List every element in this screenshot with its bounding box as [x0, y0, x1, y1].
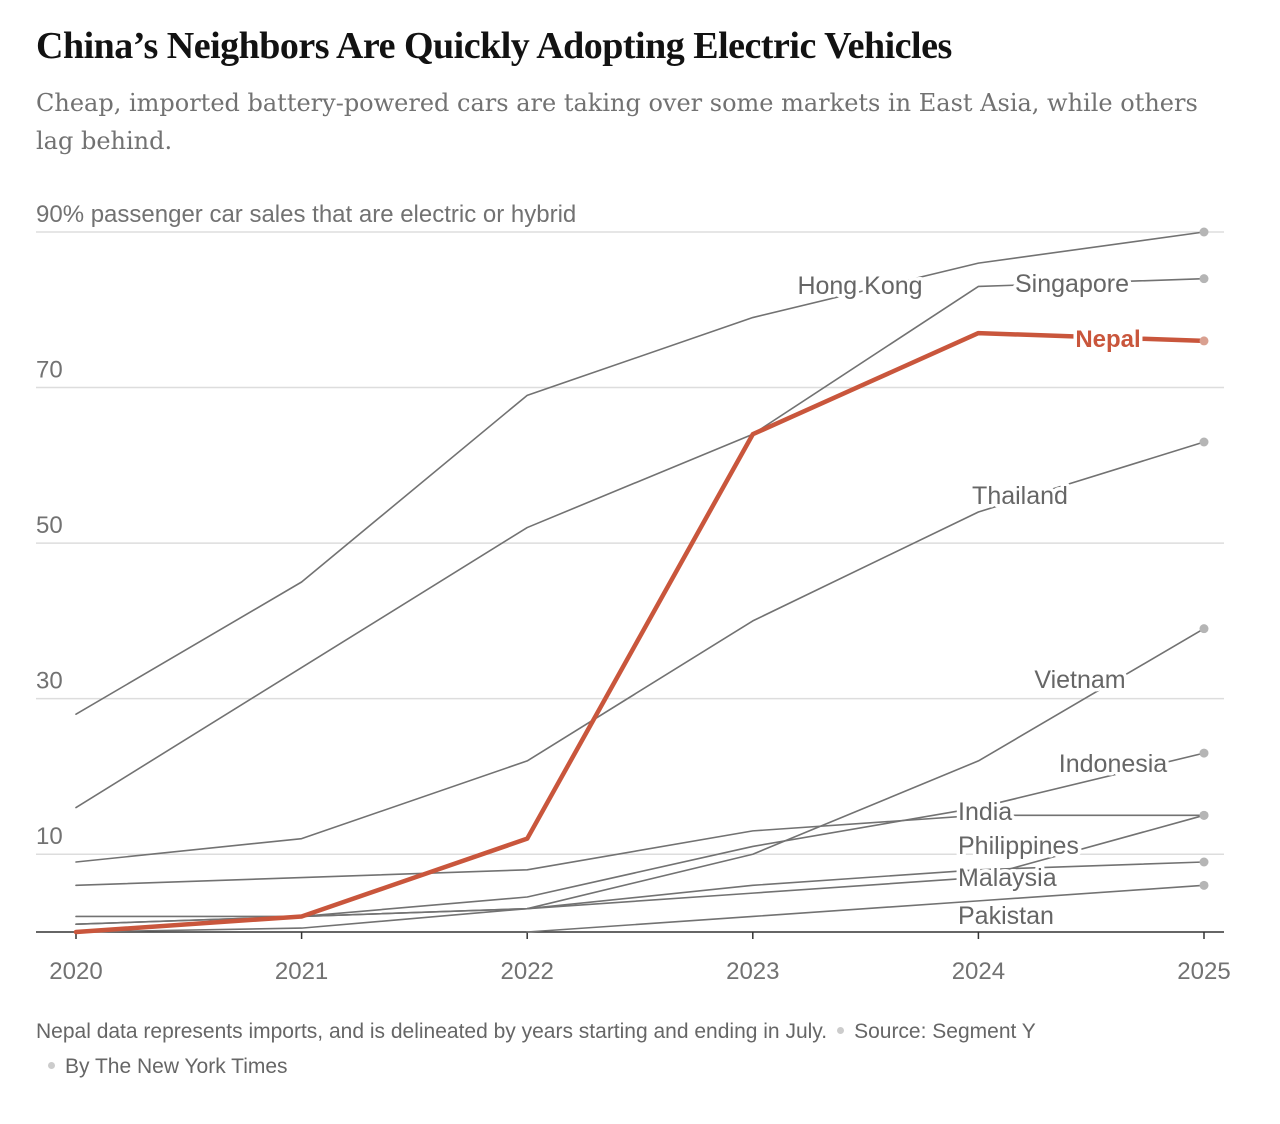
series-label-malaysia: Malaysia: [958, 864, 1057, 892]
y-tick-label-50: 50: [36, 512, 63, 539]
footnote: Nepal data represents imports, and is de…: [36, 1020, 828, 1043]
series-line-hong-kong: [75, 231, 1205, 716]
series-line-nepal: [73, 330, 1207, 935]
series-line-singapore: [75, 277, 1205, 809]
source-note: Source: Segment Y: [854, 1020, 1036, 1043]
y-tick-label-70: 70: [36, 357, 63, 384]
series-label-india: India: [958, 798, 1012, 826]
x-tick-label-2023: 2023: [726, 958, 779, 985]
byline: By The New York Times: [65, 1055, 288, 1078]
series-label-hong-kong: Hong Kong: [797, 272, 922, 300]
series-label-pakistan: Pakistan: [958, 902, 1054, 930]
end-dot-thailand: [1199, 437, 1209, 447]
series-label-singapore: Singapore: [1015, 270, 1129, 298]
line-chart: 90% passenger car sales that are electri…: [36, 201, 1231, 985]
x-tick-label-2022: 2022: [501, 958, 554, 985]
x-tick-label-2021: 2021: [275, 958, 328, 985]
end-dot-singapore: [1199, 274, 1209, 284]
series-line-india: [75, 814, 1205, 887]
end-dot-vietnam: [1199, 624, 1209, 634]
chart-footer: Nepal data represents imports, and is de…: [36, 1014, 1256, 1084]
series-line-pakistan: [526, 884, 1205, 933]
x-tick-label-2024: 2024: [952, 958, 1005, 985]
x-tick-label-2025: 2025: [1177, 958, 1230, 985]
separator-dot: [48, 1062, 55, 1070]
series-label-philippines: Philippines: [958, 832, 1079, 860]
separator-dot: [837, 1027, 845, 1035]
series-label-vietnam: Vietnam: [1034, 666, 1125, 694]
end-dot-malaysia: [1199, 857, 1209, 867]
y-tick-label-90: 90% passenger car sales that are electri…: [36, 201, 576, 228]
end-dot-indonesia: [1199, 748, 1209, 758]
end-dot-philippines: [1199, 810, 1209, 820]
series-line-thailand: [75, 441, 1205, 863]
x-tick-label-2020: 2020: [49, 958, 102, 985]
series-line-vietnam: [75, 627, 1205, 933]
series-line-philippines: [75, 814, 1205, 918]
series-label-nepal: Nepal: [1075, 326, 1140, 353]
end-dot-nepal: [1199, 336, 1209, 346]
end-dot-pakistan: [1199, 880, 1209, 890]
y-tick-label-30: 30: [36, 668, 63, 695]
end-dot-hong-kong: [1199, 227, 1209, 237]
series-label-thailand: Thailand: [972, 482, 1068, 510]
y-tick-label-10: 10: [36, 823, 63, 850]
series-label-indonesia: Indonesia: [1059, 750, 1168, 778]
chart-title: China’s Neighbors Are Quickly Adopting E…: [36, 25, 952, 67]
chart-subtitle: Cheap, imported battery-powered cars are…: [36, 89, 1198, 155]
